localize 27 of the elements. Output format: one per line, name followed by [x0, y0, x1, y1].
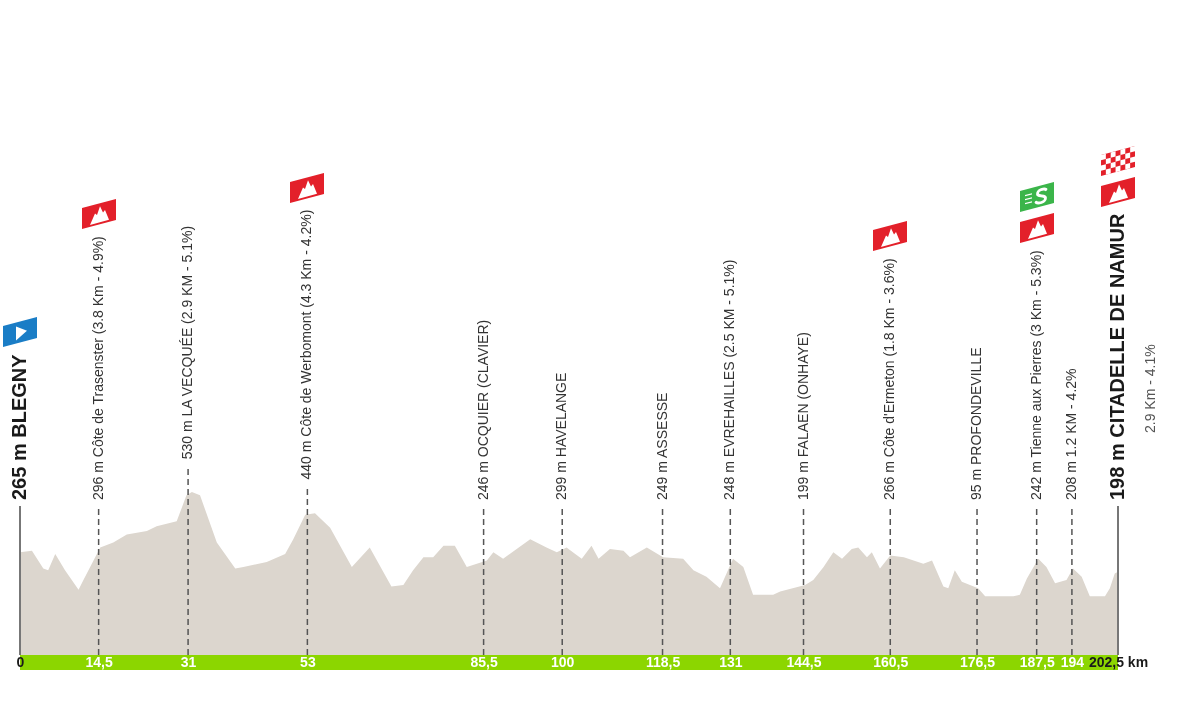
ref-line-label: 95 m PROFONDEVILLE: [968, 347, 985, 500]
x-tick-label: 194: [1060, 654, 1085, 670]
ref-line-label: 199 m FALAEN (ONHAYE): [794, 332, 811, 500]
ref-line-label: 246 m OCQUIER (CLAVIER): [474, 319, 491, 500]
ref-line-label: 296 m Côte de Trasenster (3.8 Km - 4.9%): [89, 236, 106, 500]
x-tick-label: 14,5: [85, 654, 113, 670]
ref-line-label: 299 m HAVELANGE: [553, 372, 570, 500]
x-tick-label: 31: [180, 654, 197, 670]
x-tick-label: 160,5: [873, 654, 909, 670]
x-tick-label: 176,5: [960, 654, 996, 670]
ref-line-label: 198 m CITADELLE DE NAMUR: [1106, 213, 1128, 500]
x-tick-label: 85,5: [470, 654, 498, 670]
ref-line-label: 440 m Côte de Werbomont (4.3 Km - 4.2%): [298, 209, 315, 480]
ref-line-label: 249 m ASSESSE: [653, 392, 670, 500]
x-tick-label: 187,5: [1019, 654, 1055, 670]
ref-line-label: 265 m BLEGNY: [8, 353, 30, 500]
ref-line-label: 242 m Tienne aux Pierres (3 Km - 5.3%): [1027, 250, 1044, 500]
ref-line-label: 248 m EVREHAILLES (2.5 KM - 5.1%): [721, 259, 738, 500]
ref-line-label: 208 m 1.2 KM - 4.2%: [1062, 368, 1079, 500]
x-tick-label: 131: [719, 654, 743, 670]
x-tick-label: 53: [300, 654, 316, 670]
x-tick-label: 118,5: [645, 654, 681, 670]
ref-line-label: 530 m LA VECQUÉE (2.9 KM - 5.1%): [179, 225, 196, 460]
ref-line-label: 266 m Côte d'Ermeton (1.8 Km - 3.6%): [881, 258, 898, 500]
text: 2.9 Km - 4.1%: [1142, 344, 1158, 433]
x-tick-label: 100: [551, 654, 575, 670]
x-tick-label: 144,5: [786, 654, 822, 670]
